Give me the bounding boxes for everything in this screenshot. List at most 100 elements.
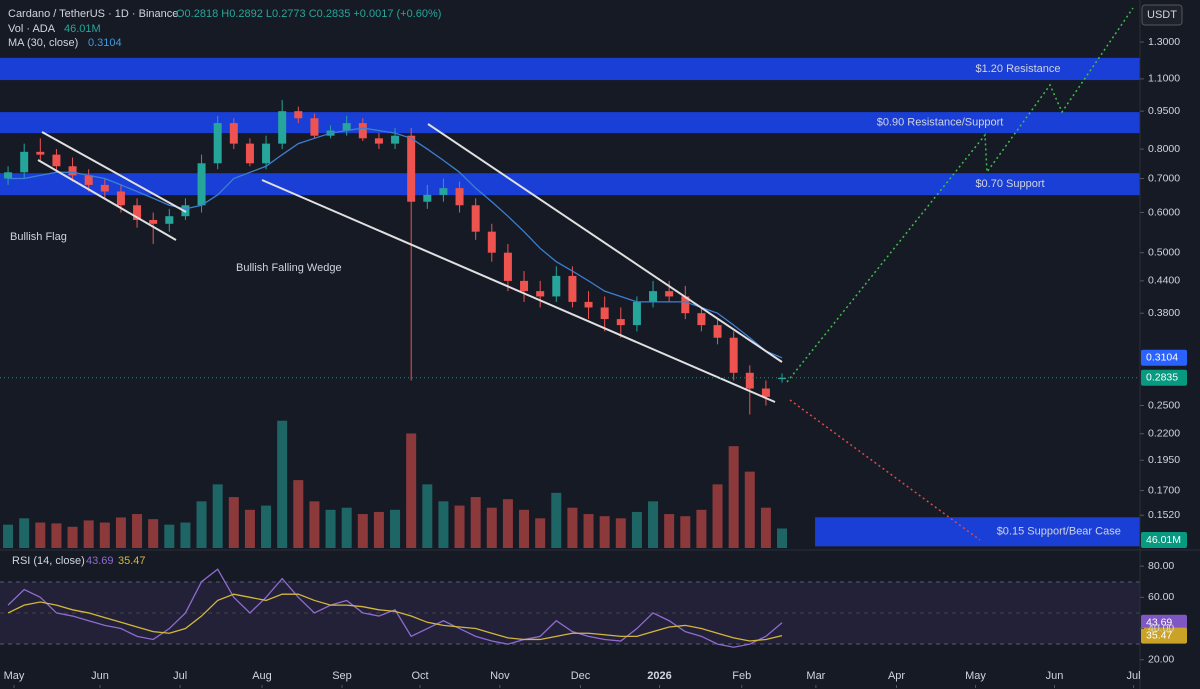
candle-body [761,388,770,397]
volume-bar [196,501,207,548]
volume-bar [19,518,30,548]
candle-body [229,123,238,144]
volume-bar [599,516,610,548]
zone [0,57,1140,81]
candle-body [584,301,593,308]
candle-body [455,188,464,206]
currency-box[interactable] [1141,4,1183,26]
y-tick-label: 1.1000 [1148,73,1180,85]
y-tick-label: 0.5000 [1148,246,1180,258]
volume-bar [744,471,755,548]
volume-bar [777,528,788,548]
rsi-label: RSI (14, close) [12,555,85,567]
x-tick-label: May [965,670,986,682]
candle-body [665,291,674,297]
x-tick-label: May [4,670,25,682]
candle-body [600,307,609,320]
y-tick-label: 0.3800 [1148,307,1180,319]
candle-body [310,118,319,136]
rsi-tick-label: 60.00 [1148,591,1174,603]
volume-bar [438,501,449,548]
candle-body [391,135,400,144]
volume-bar [712,484,723,548]
volume-bar [293,480,304,548]
volume-bar [228,497,239,548]
zone [0,173,1140,196]
volume-bar [148,519,159,548]
candle-body [68,166,77,176]
volume-bar [470,497,481,548]
x-tick-label: Aug [252,670,272,682]
volume-bar [244,509,255,548]
flag-lower [37,159,177,241]
price-tag-label: 35.47 [1146,629,1172,641]
volume-bar [422,484,433,548]
candle-body [713,325,722,338]
y-tick-label: 0.8000 [1148,143,1180,155]
volume-bar [631,511,642,548]
volume-bar [277,420,288,548]
volume-bar [67,526,78,548]
candle-body [262,143,271,164]
ma-value: 0.3104 [88,37,122,49]
volume-bar [390,509,401,548]
volume-bar [132,514,143,548]
volume [3,420,788,548]
rsi-tick-label: 40.00 [1148,622,1174,634]
volume-bar [454,505,465,548]
zones: $1.20 Resistance $0.90 Resistance/Support… [0,57,1140,547]
candle-body [681,296,690,314]
rsi-tick-label: 20.00 [1148,654,1174,666]
zone [815,517,1140,547]
price-tag [1141,614,1187,631]
candle-body [116,191,125,206]
zone-label: $0.70 Support [975,178,1044,190]
volume-bar [341,507,352,548]
currency[interactable]: USDT [1147,9,1177,21]
volume-bar [115,517,126,548]
y-tick-label: 0.2500 [1148,399,1180,411]
volume-label: Vol · ADA [8,23,56,35]
candle-body [616,319,625,326]
bull-projection [786,7,1134,383]
volume-bar [535,518,546,548]
x-tick-label: Oct [411,670,428,682]
y-tick-label: 0.1520 [1148,509,1180,521]
plot [4,99,787,648]
volume-bar [502,499,513,548]
price-tag-label: 43.69 [1146,617,1172,629]
candle-body [213,123,222,164]
volume-bar [51,523,62,548]
candle-body [278,111,287,144]
ohlc: O0.2818 H0.2892 L0.2773 C0.2835 +0.0017 … [176,8,441,20]
volume-bar [373,511,384,548]
wedge-lower [261,179,776,403]
candle-body [4,172,13,179]
volume-bar [728,446,739,548]
candle-body [165,216,174,224]
volume-bar [406,433,417,548]
candle-body [423,194,432,202]
y-tick-label: 1.3000 [1148,36,1180,48]
candle-body [100,184,109,192]
x-tick-label: 2026 [647,670,671,682]
candle-body [36,151,45,155]
candle-body [778,377,787,380]
symbol-title: Cardano / TetherUS · 1D · Binance [8,8,178,20]
candle-body [133,205,142,220]
y-tick-label: 0.9500 [1148,105,1180,117]
volume-bar [99,522,110,548]
x-tick-label: Nov [490,670,510,682]
volume-bar [261,505,272,548]
candle-body [552,275,561,297]
trendlines [37,123,783,403]
volume-bar [486,507,497,548]
volume-bar [3,524,14,548]
candle-body [520,280,529,292]
candle-body [487,231,496,253]
volume-bar [567,507,578,548]
volume-bar [664,514,675,548]
price-tag [1141,627,1187,644]
volume-bar [180,522,191,548]
